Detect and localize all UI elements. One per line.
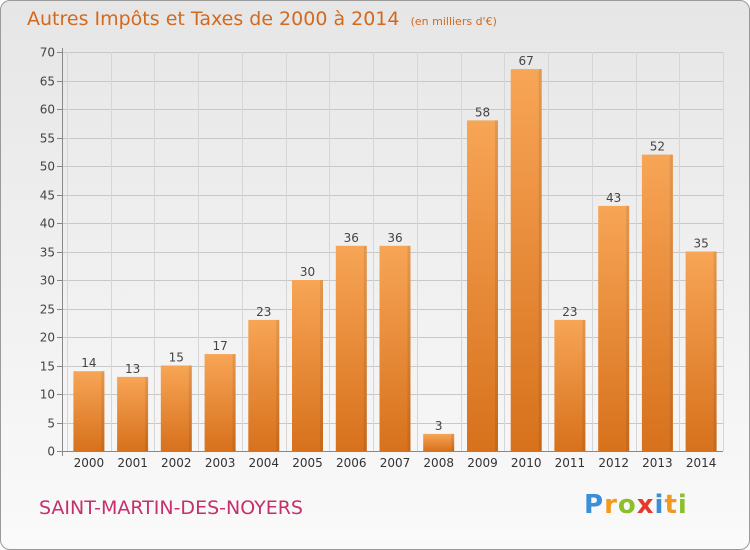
- bar-shade: [669, 154, 673, 451]
- bar: [467, 120, 498, 452]
- data-label: 15: [169, 351, 184, 365]
- data-label: 36: [344, 231, 359, 245]
- y-tick-label: 60: [40, 103, 55, 117]
- brand-logo: Proxiti: [584, 490, 688, 520]
- x-tick-label: 2012: [598, 456, 629, 470]
- x-tick-label: 2014: [686, 456, 717, 470]
- y-tick-label: 50: [40, 160, 55, 174]
- bar-shade: [232, 354, 236, 451]
- title-row: Autres Impôts et Taxes de 2000 à 2014 (e…: [27, 8, 497, 30]
- y-tick-label: 55: [40, 132, 55, 146]
- bars-layer: 14 13 15 17 23 30 36 36 3 58 67 23 43 52 35: [73, 54, 717, 452]
- x-tick-label: 2000: [74, 456, 105, 470]
- data-label: 58: [475, 105, 490, 119]
- x-tick-label: 2006: [336, 456, 367, 470]
- y-tick-label: 25: [40, 303, 55, 317]
- bar: [204, 354, 236, 451]
- x-tick-label: 2013: [642, 456, 673, 470]
- data-label: 35: [693, 237, 708, 251]
- data-label: 3: [435, 419, 443, 433]
- bar-shade: [320, 280, 323, 451]
- bar-shade: [538, 69, 542, 451]
- y-tick-label: 35: [40, 246, 55, 260]
- bar: [160, 365, 192, 451]
- y-tick-label: 20: [40, 331, 55, 345]
- data-label: 23: [562, 305, 577, 319]
- y-tick-label: 40: [40, 217, 55, 231]
- bar: [292, 280, 323, 451]
- bar: [335, 245, 367, 451]
- bar: [248, 319, 280, 451]
- bar: [685, 251, 717, 451]
- y-tick-label: 30: [40, 274, 55, 288]
- x-tick-label: 2008: [423, 456, 454, 470]
- bar-shade: [363, 245, 367, 451]
- bar: [554, 319, 586, 451]
- data-label: 23: [256, 305, 271, 319]
- data-label: 14: [81, 356, 96, 370]
- x-tick-label: 2010: [511, 456, 542, 470]
- bar-shade: [582, 319, 586, 451]
- bar: [423, 433, 455, 451]
- y-tick-label: 70: [40, 46, 55, 60]
- brand-letter: x: [636, 490, 655, 520]
- x-tick-label: 2001: [117, 456, 148, 470]
- bar-shade: [626, 205, 630, 451]
- bar: [510, 69, 542, 451]
- chart-unit: (en milliers d'€): [410, 15, 497, 28]
- bar-shade: [145, 376, 149, 451]
- y-tick-label: 15: [40, 360, 55, 374]
- data-label: 13: [125, 362, 140, 376]
- bar-shade: [495, 120, 498, 452]
- brand-letter: t: [664, 490, 678, 520]
- brand-letter: i: [654, 490, 665, 520]
- bar-shade: [276, 319, 280, 451]
- y-tick-label: 0: [47, 445, 55, 459]
- brand-letter: i: [677, 490, 688, 520]
- x-tick-label: 2003: [205, 456, 236, 470]
- y-tick-label: 45: [40, 189, 55, 203]
- bar: [73, 371, 105, 451]
- bar-shade: [713, 251, 717, 451]
- bar-shade: [451, 433, 455, 451]
- bar: [379, 245, 411, 451]
- data-label: 17: [212, 339, 227, 353]
- brand-letter: o: [617, 490, 637, 520]
- brand-letter: P: [584, 490, 605, 520]
- brand-letter: r: [604, 490, 618, 520]
- data-label: 30: [300, 265, 315, 279]
- axis-layer: 0 5 10 15 20 25 30 35 40 45 50 55 60 65 70 2000 2001 2002…: [40, 46, 723, 470]
- x-tick-label: 2002: [161, 456, 192, 470]
- y-tick-label: 10: [40, 388, 55, 402]
- y-tick-label: 5: [47, 417, 55, 431]
- data-label: 36: [387, 231, 402, 245]
- x-tick-label: 2009: [467, 456, 498, 470]
- bar: [117, 376, 149, 451]
- commune-name: SAINT-MARTIN-DES-NOYERS: [39, 497, 303, 519]
- bar: [641, 154, 673, 451]
- bar-shade: [407, 245, 411, 451]
- x-tick-label: 2004: [249, 456, 280, 470]
- bar-shade: [101, 371, 105, 451]
- x-tick-label: 2007: [380, 456, 411, 470]
- data-label: 43: [606, 191, 621, 205]
- data-label: 52: [650, 140, 665, 154]
- bar: [598, 205, 630, 451]
- bar-shade: [188, 365, 192, 451]
- chart-title: Autres Impôts et Taxes de 2000 à 2014: [27, 8, 400, 30]
- data-label: 67: [519, 54, 534, 68]
- y-tick-label: 65: [40, 75, 55, 89]
- x-tick-label: 2005: [292, 456, 323, 470]
- x-tick-label: 2011: [555, 456, 586, 470]
